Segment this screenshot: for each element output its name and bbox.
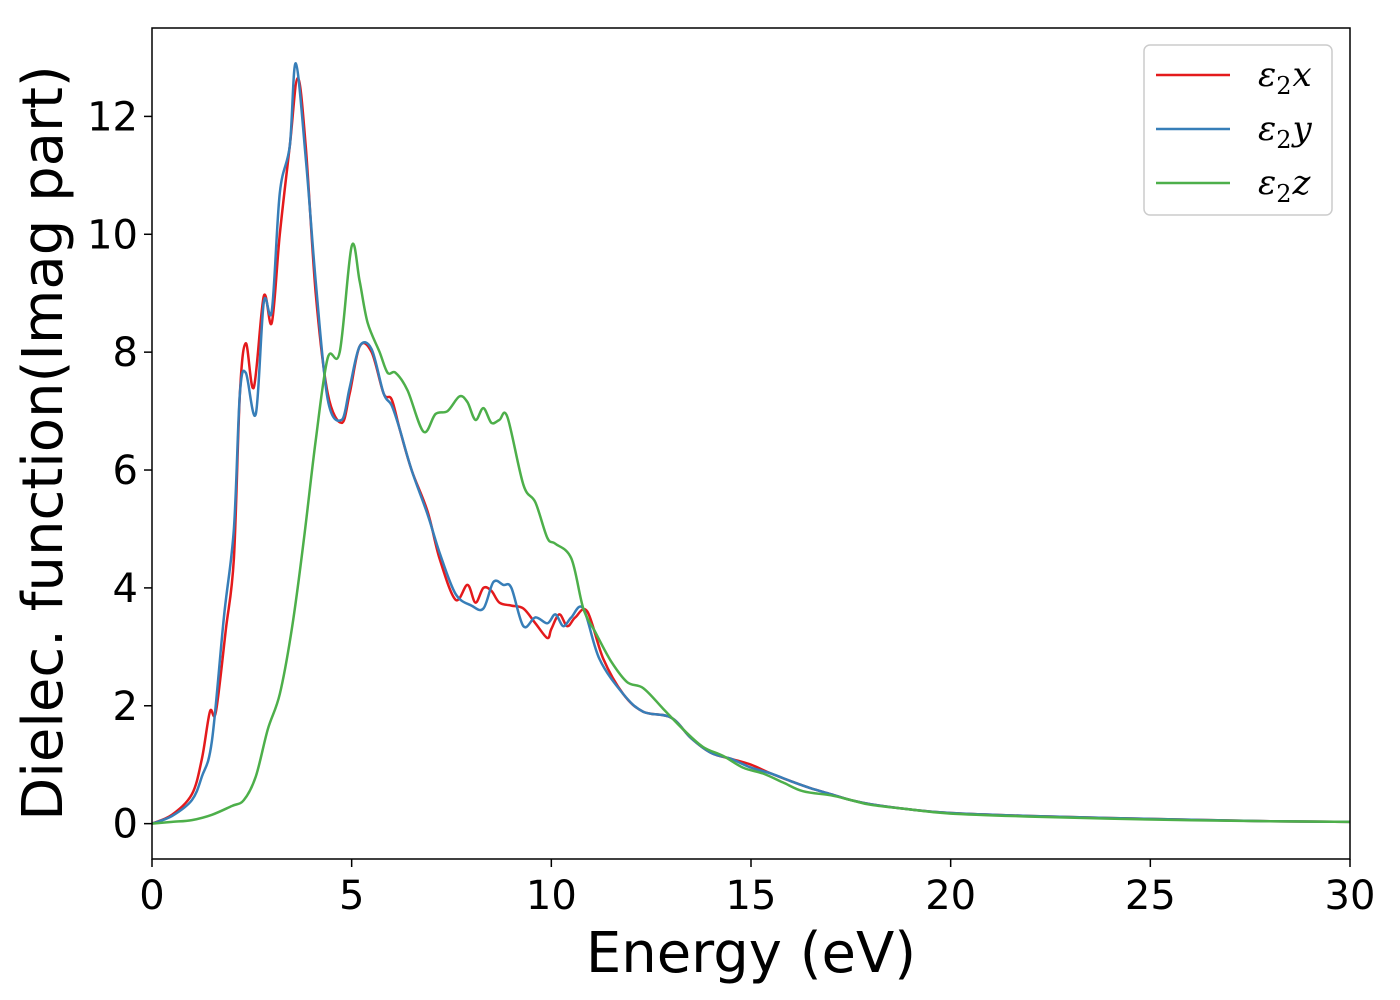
y-tick-label: 10: [87, 212, 138, 258]
y-axis: 0 2 4 6 8 10 12: [87, 94, 152, 848]
legend-component: y: [1291, 109, 1313, 149]
x-tick-label: 0: [139, 873, 164, 919]
legend-label-y: ε2y: [1258, 109, 1313, 154]
series-layer: [152, 62, 1350, 825]
x-axis-label: Energy (eV): [586, 921, 916, 986]
y-tick-label: 2: [113, 684, 138, 730]
legend-label-x: ε2x: [1258, 55, 1312, 100]
legend-label-z: ε2z: [1258, 163, 1312, 208]
legend-component: x: [1293, 55, 1312, 95]
legend-box: [1143, 44, 1333, 216]
y-axis-label: Dielec. function(Imag part): [11, 65, 76, 821]
x-tick-label: 20: [925, 873, 976, 919]
x-tick-label: 10: [526, 873, 577, 919]
series-line-z: [152, 242, 1350, 825]
legend-symbol: ε: [1258, 163, 1276, 203]
legend-component: z: [1292, 163, 1312, 203]
y-tick-label: 4: [113, 566, 138, 612]
y-tick-label: 8: [113, 330, 138, 376]
y-tick-label: 12: [87, 94, 138, 140]
legend-subscript: 2: [1276, 126, 1291, 154]
y-tick-label: 6: [113, 448, 138, 494]
x-tick-label: 25: [1125, 873, 1176, 919]
x-tick-label: 5: [339, 873, 364, 919]
legend-symbol: ε: [1258, 109, 1276, 149]
x-tick-label: 15: [726, 873, 777, 919]
legend-symbol: ε: [1258, 55, 1276, 95]
legend-subscript: 2: [1276, 72, 1291, 100]
y-tick-label: 0: [113, 802, 138, 848]
x-axis: 0 5 10 15 20 25 30: [139, 859, 1375, 919]
legend-subscript: 2: [1276, 180, 1291, 208]
x-tick-label: 30: [1325, 873, 1376, 919]
series-line-y: [152, 62, 1350, 825]
